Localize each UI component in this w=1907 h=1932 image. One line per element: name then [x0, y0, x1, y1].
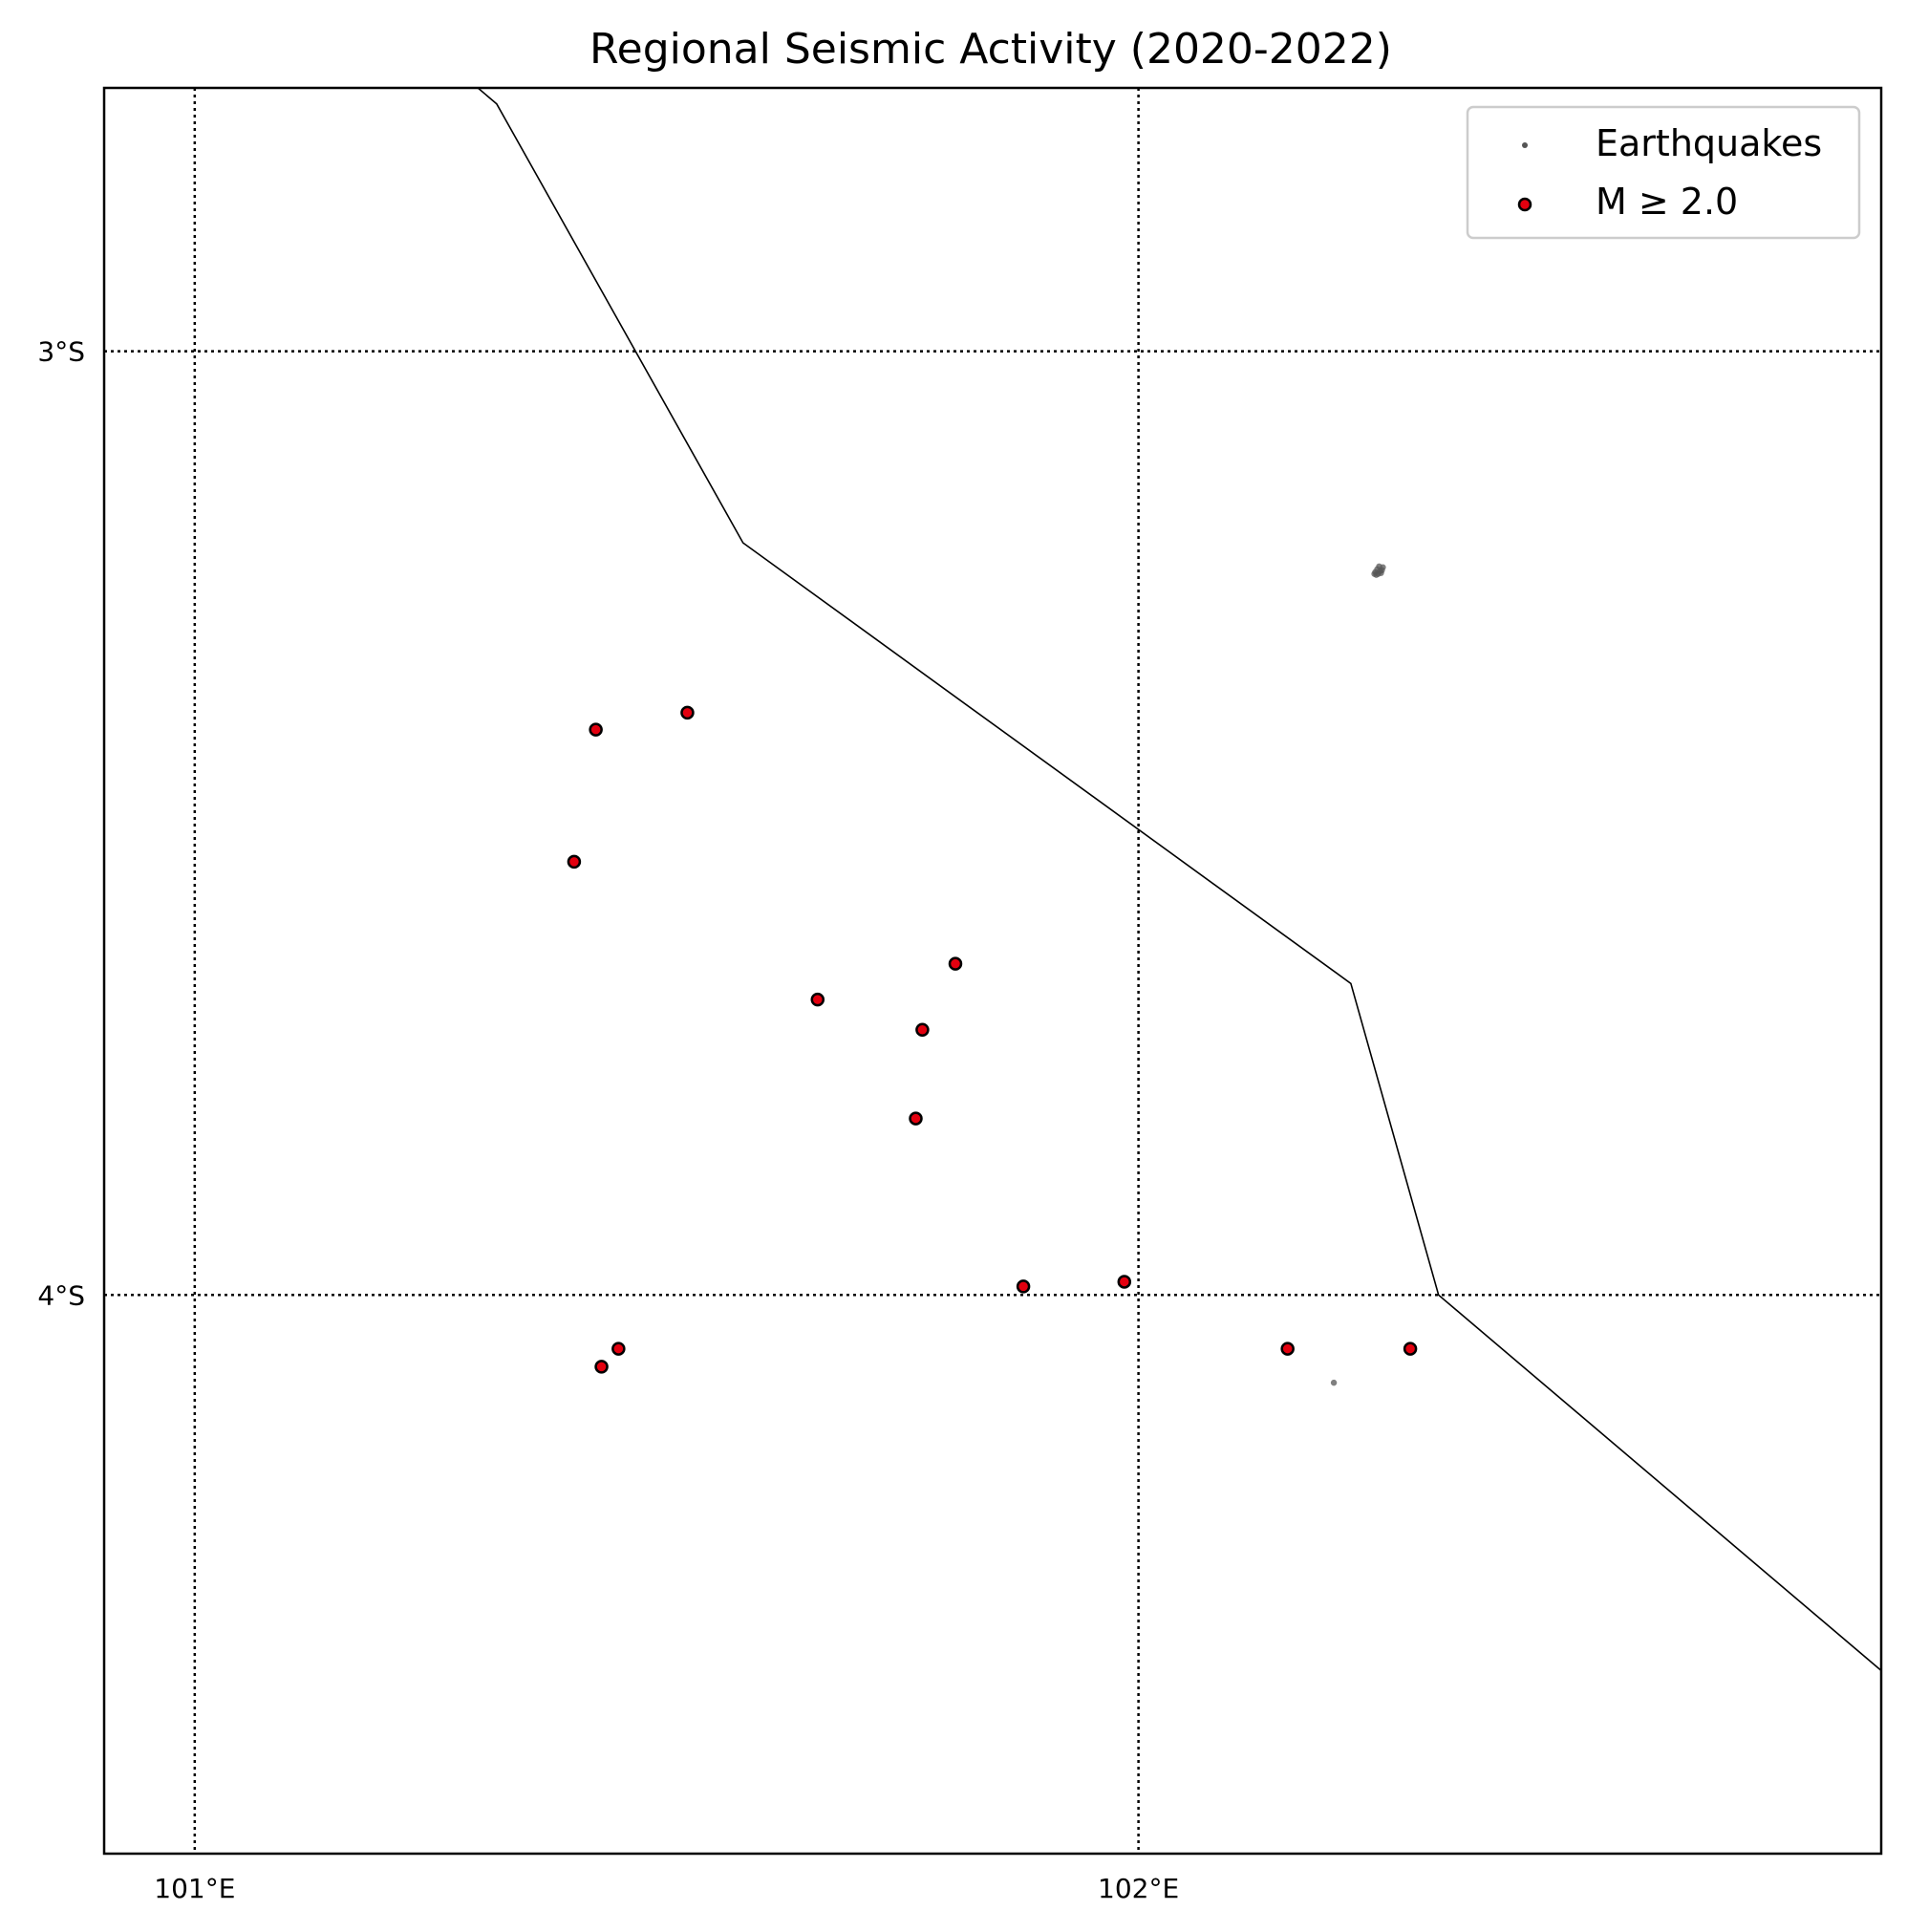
magnitude-point — [1403, 1342, 1418, 1356]
magnitude-point — [594, 1360, 609, 1374]
magnitude-point — [680, 705, 695, 720]
plot-background — [104, 88, 1881, 1854]
legend: Earthquakes M ≥ 2.0 — [1466, 105, 1861, 240]
grid-lines — [104, 88, 1881, 1854]
magnitude-point — [567, 854, 582, 869]
magnitude-point — [611, 1342, 626, 1356]
legend-marker-earthquakes — [1522, 142, 1528, 148]
magnitude-point — [810, 992, 825, 1007]
magnitude-point — [909, 1111, 923, 1126]
magnitude-point — [915, 1022, 930, 1037]
magnitude-point — [1016, 1279, 1031, 1294]
chart-title: Regional Seismic Activity (2020-2022) — [589, 25, 1392, 74]
magnitude-point — [1280, 1342, 1295, 1356]
x-tick-label: 102°E — [1098, 1873, 1179, 1904]
earthquake-point — [1371, 570, 1378, 577]
boundary-line-layer — [477, 87, 1882, 1672]
magnitude-point — [589, 722, 603, 737]
magnitude-point — [1117, 1275, 1132, 1289]
legend-label-earthquakes: Earthquakes — [1596, 122, 1822, 164]
magnitude-point — [948, 956, 963, 971]
tick-labels: 101°E 102°E 3°S 4°S — [37, 336, 1179, 1904]
legend-frame — [1466, 105, 1861, 240]
y-tick-label: 3°S — [37, 336, 85, 368]
legend-marker-magnitude — [1517, 197, 1532, 212]
data-points — [567, 563, 1418, 1386]
legend-label-magnitude: M ≥ 2.0 — [1596, 181, 1738, 223]
x-tick-label: 101°E — [154, 1873, 235, 1904]
boundary-line — [477, 87, 1882, 1672]
earthquake-point — [1330, 1379, 1338, 1386]
earthquake-point — [1377, 568, 1383, 574]
plot-frame — [102, 86, 1883, 1856]
y-tick-label: 4°S — [37, 1279, 85, 1311]
